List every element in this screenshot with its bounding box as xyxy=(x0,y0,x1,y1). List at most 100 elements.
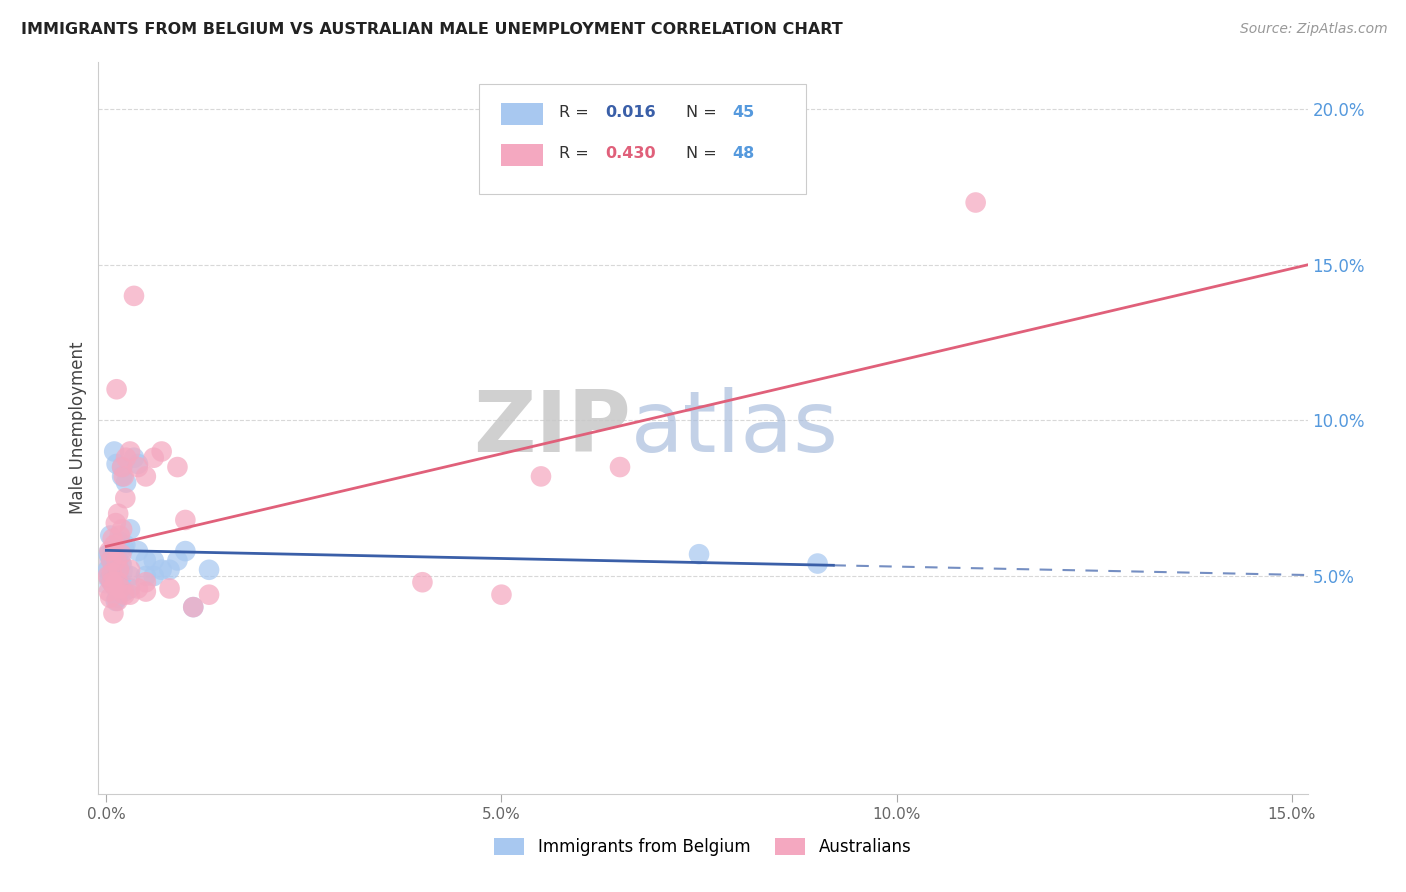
Point xyxy=(118,588,141,602)
Point xyxy=(103,578,125,592)
Point xyxy=(112,469,135,483)
Point xyxy=(103,607,125,621)
Point xyxy=(198,588,221,602)
Point xyxy=(105,457,128,471)
Point xyxy=(118,563,141,577)
Text: ZIP: ZIP xyxy=(472,386,630,470)
FancyBboxPatch shape xyxy=(501,103,543,126)
Point xyxy=(111,460,134,475)
Point xyxy=(142,553,165,567)
Point xyxy=(122,450,145,465)
Point xyxy=(108,563,131,577)
Point xyxy=(127,457,149,471)
Point xyxy=(115,475,138,490)
Point xyxy=(108,528,131,542)
Point xyxy=(118,569,141,583)
Point xyxy=(105,382,128,396)
Point xyxy=(104,516,127,530)
Point xyxy=(411,575,433,590)
Point xyxy=(100,553,122,567)
Point xyxy=(97,563,120,577)
Text: atlas: atlas xyxy=(630,386,838,470)
Point xyxy=(98,544,121,558)
Point xyxy=(159,563,181,577)
Point xyxy=(174,544,197,558)
Point xyxy=(111,522,134,536)
Point xyxy=(98,591,121,605)
Point xyxy=(103,578,125,592)
Point xyxy=(142,450,165,465)
Text: N =: N = xyxy=(686,145,721,161)
Point xyxy=(112,541,135,555)
Point xyxy=(114,584,136,599)
Point xyxy=(103,444,125,458)
Text: 0.016: 0.016 xyxy=(605,104,655,120)
Point xyxy=(122,289,145,303)
Point xyxy=(111,460,134,475)
Point xyxy=(105,553,128,567)
Point xyxy=(181,600,204,615)
Point xyxy=(118,522,141,536)
Point xyxy=(688,547,710,561)
Point xyxy=(100,553,122,567)
Point xyxy=(97,563,120,577)
Point xyxy=(97,547,120,561)
Point xyxy=(104,594,127,608)
Text: R =: R = xyxy=(560,145,593,161)
Point xyxy=(135,569,157,583)
Point xyxy=(491,588,513,602)
Point xyxy=(198,563,221,577)
Text: 0.430: 0.430 xyxy=(605,145,655,161)
Point xyxy=(103,559,125,574)
Point xyxy=(101,569,124,583)
Legend: Immigrants from Belgium, Australians: Immigrants from Belgium, Australians xyxy=(488,830,918,863)
Point xyxy=(105,591,128,605)
Point xyxy=(101,575,124,590)
Point xyxy=(105,544,128,558)
Point xyxy=(98,572,121,586)
Point xyxy=(135,575,157,590)
Point xyxy=(114,538,136,552)
Point xyxy=(108,563,131,577)
Point xyxy=(174,513,197,527)
Text: R =: R = xyxy=(560,104,593,120)
FancyBboxPatch shape xyxy=(501,145,543,166)
Point xyxy=(97,584,120,599)
Point xyxy=(118,582,141,596)
Point xyxy=(105,594,128,608)
Point xyxy=(98,528,121,542)
Point xyxy=(97,569,120,583)
Point xyxy=(127,544,149,558)
Point xyxy=(530,469,553,483)
Point xyxy=(101,575,124,590)
Y-axis label: Male Unemployment: Male Unemployment xyxy=(69,342,87,515)
Point xyxy=(181,600,204,615)
Text: 48: 48 xyxy=(733,145,754,161)
Point xyxy=(166,553,188,567)
Point xyxy=(142,569,165,583)
Point xyxy=(107,507,129,521)
Point xyxy=(103,538,125,552)
Point xyxy=(107,575,129,590)
Point xyxy=(135,553,157,567)
Point xyxy=(110,557,132,571)
Point xyxy=(101,566,124,580)
Point xyxy=(97,563,120,577)
Point xyxy=(807,557,830,571)
Point xyxy=(101,544,124,558)
Point xyxy=(111,469,134,483)
Point xyxy=(150,444,173,458)
Point xyxy=(110,575,132,590)
Point xyxy=(101,532,124,546)
Point xyxy=(135,584,157,599)
Point xyxy=(127,460,149,475)
Point xyxy=(135,469,157,483)
Text: 45: 45 xyxy=(733,104,754,120)
Point xyxy=(110,547,132,561)
Text: N =: N = xyxy=(686,104,721,120)
Point xyxy=(115,450,138,465)
Point xyxy=(108,534,131,549)
Point xyxy=(150,563,173,577)
Point xyxy=(114,491,136,506)
Point xyxy=(107,553,129,567)
